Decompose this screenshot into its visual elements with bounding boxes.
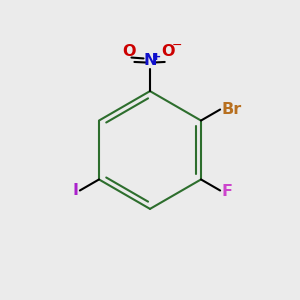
Text: −: − (171, 39, 182, 52)
Text: F: F (221, 184, 232, 199)
Text: O: O (161, 44, 175, 59)
Text: O: O (122, 44, 135, 59)
Text: N: N (143, 52, 157, 68)
Text: Br: Br (222, 102, 242, 117)
Text: +: + (152, 52, 161, 62)
Text: I: I (72, 183, 78, 198)
